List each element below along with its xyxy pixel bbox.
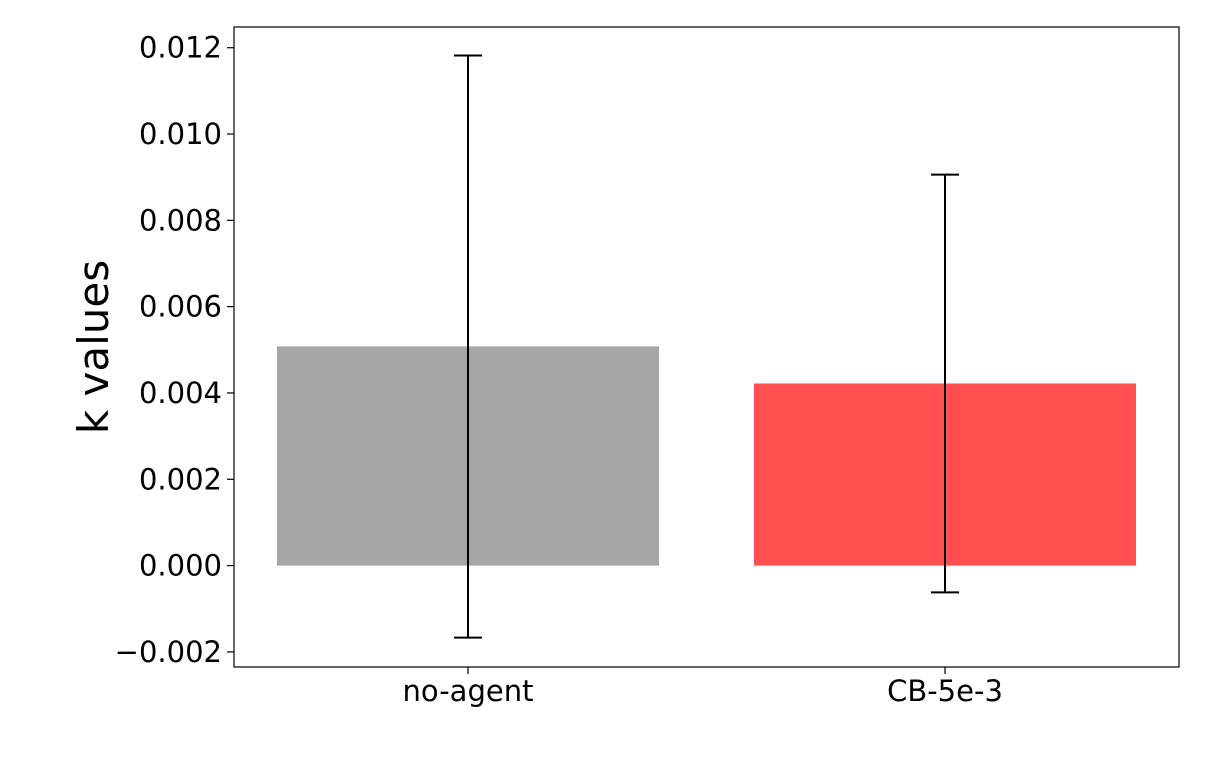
bars <box>277 346 1136 566</box>
x-tick-label: no-agent <box>403 674 534 708</box>
y-axis: −0.002 0.000 0.002 0.004 0.006 0.008 0.010 0.01… <box>115 31 234 669</box>
y-tick-label: 0.008 <box>139 203 222 237</box>
plot-frame <box>233 26 1180 668</box>
y-tick-label: 0.006 <box>139 290 222 324</box>
x-tick-label: CB-5e-3 <box>887 674 1003 708</box>
y-tick-label: 0.002 <box>139 462 222 496</box>
y-tick-label: 0.012 <box>139 31 222 65</box>
x-axis: no-agent CB-5e-3 <box>403 667 1003 708</box>
error-bars <box>454 54 959 639</box>
y-tick-label: 0.010 <box>139 117 222 151</box>
y-tick-label: −0.002 <box>115 635 222 669</box>
y-tick-label: 0.000 <box>139 549 222 583</box>
y-axis-title: k values <box>69 260 118 434</box>
y-tick-label: 0.004 <box>139 376 222 410</box>
